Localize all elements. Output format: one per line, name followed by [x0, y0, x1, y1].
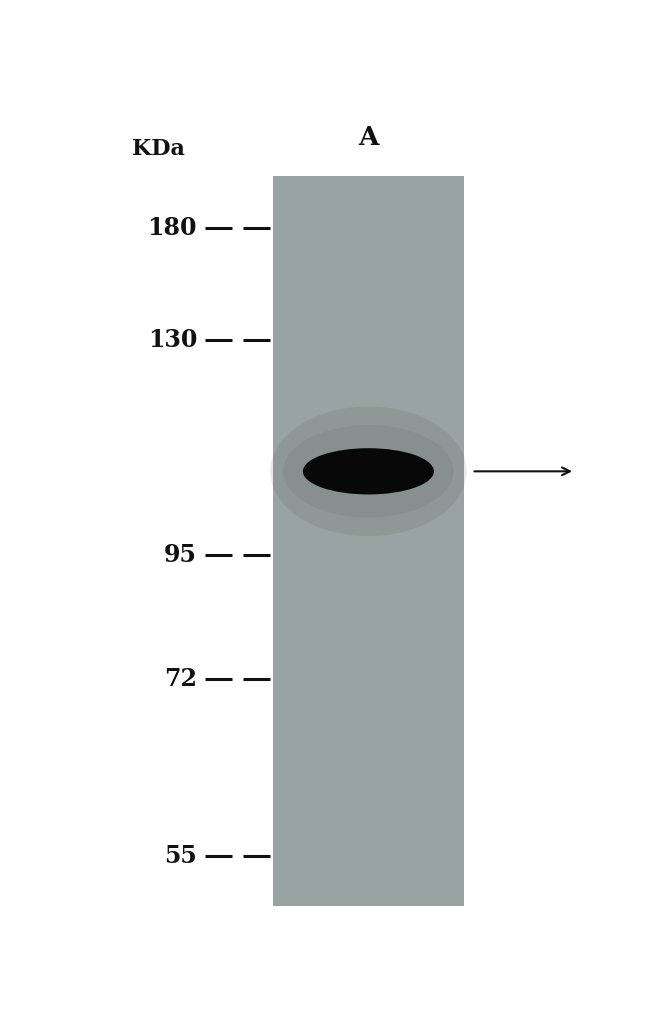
Text: A: A	[358, 125, 379, 150]
Text: 180: 180	[148, 217, 197, 240]
Text: 95: 95	[164, 543, 197, 567]
Text: KDa: KDa	[131, 138, 185, 161]
Text: 55: 55	[164, 844, 197, 868]
Text: 72: 72	[164, 667, 197, 691]
Bar	[273, 176, 464, 906]
Ellipse shape	[283, 425, 454, 518]
Ellipse shape	[303, 449, 434, 494]
Text: 130: 130	[148, 327, 197, 351]
Ellipse shape	[270, 406, 467, 536]
